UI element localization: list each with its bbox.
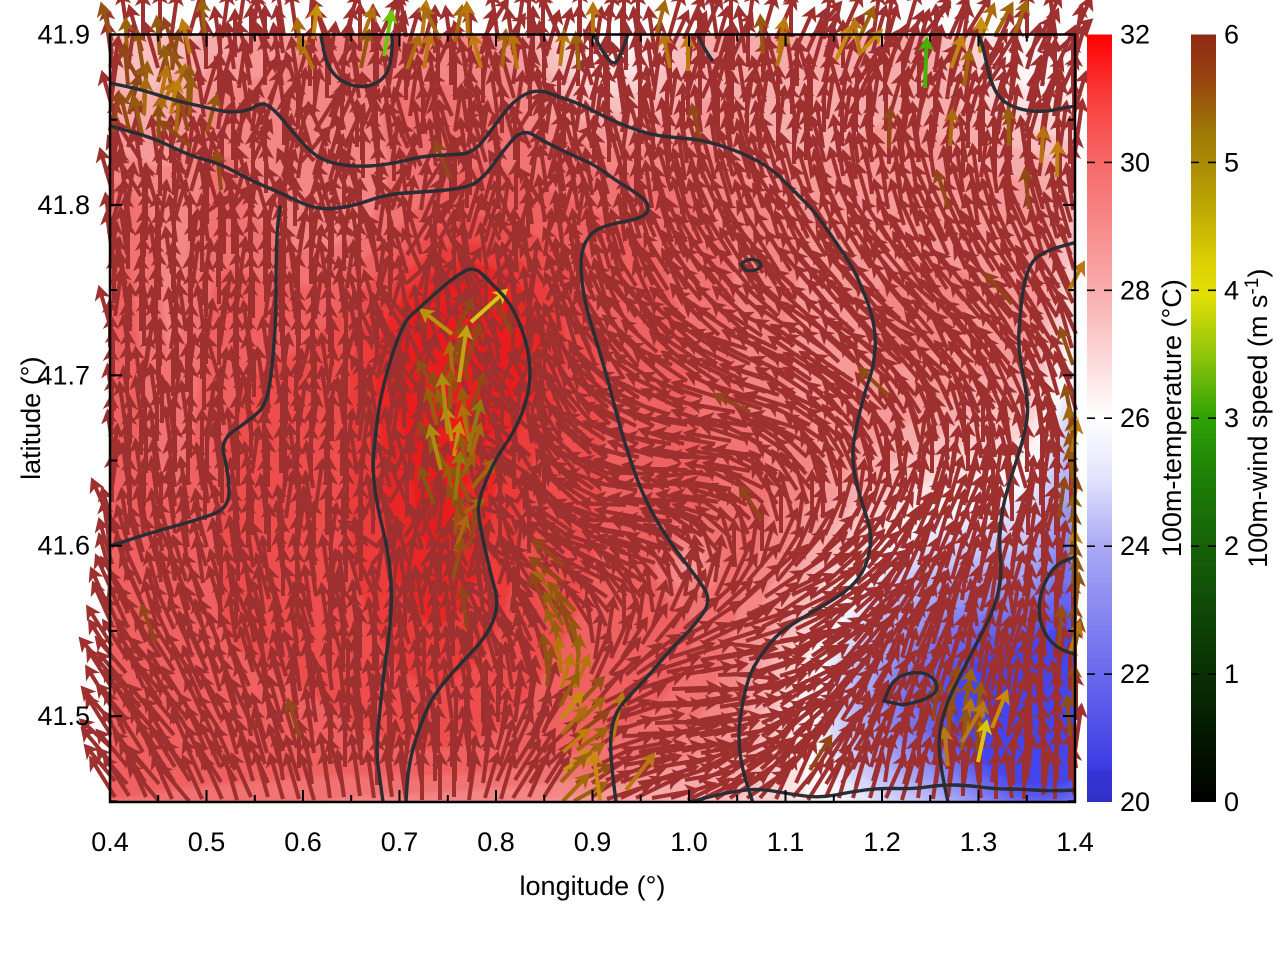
svg-text:0.8: 0.8 — [477, 827, 515, 857]
svg-text:0: 0 — [1224, 787, 1239, 817]
svg-text:3: 3 — [1224, 403, 1239, 433]
svg-text:0.9: 0.9 — [574, 827, 612, 857]
svg-text:1.3: 1.3 — [960, 827, 998, 857]
svg-text:1.1: 1.1 — [767, 827, 805, 857]
svg-text:41.6: 41.6 — [37, 531, 90, 561]
svg-text:26: 26 — [1120, 403, 1150, 433]
svg-text:41.8: 41.8 — [37, 190, 90, 220]
svg-text:24: 24 — [1120, 531, 1150, 561]
svg-text:0.6: 0.6 — [284, 827, 322, 857]
svg-text:30: 30 — [1120, 147, 1150, 177]
svg-text:1: 1 — [1224, 659, 1239, 689]
svg-text:0.4: 0.4 — [91, 827, 129, 857]
svg-text:28: 28 — [1120, 275, 1150, 305]
svg-text:4: 4 — [1224, 275, 1239, 305]
svg-text:longitude (°): longitude (°) — [520, 871, 666, 901]
svg-text:6: 6 — [1224, 20, 1239, 50]
svg-text:32: 32 — [1120, 20, 1150, 50]
svg-text:1.2: 1.2 — [863, 827, 901, 857]
svg-text:0.7: 0.7 — [381, 827, 419, 857]
svg-text:41.7: 41.7 — [37, 360, 90, 390]
svg-text:100m-wind speed (m s-1): 100m-wind speed (m s-1) — [1242, 269, 1273, 568]
svg-text:5: 5 — [1224, 147, 1239, 177]
svg-text:41.5: 41.5 — [37, 701, 90, 731]
svg-text:100m-temperature (°C): 100m-temperature (°C) — [1157, 279, 1187, 557]
svg-text:1.0: 1.0 — [670, 827, 708, 857]
svg-text:1.4: 1.4 — [1056, 827, 1094, 857]
svg-text:0.5: 0.5 — [188, 827, 226, 857]
svg-text:41.9: 41.9 — [37, 20, 90, 50]
svg-text:latitude (°): latitude (°) — [16, 357, 46, 480]
svg-text:22: 22 — [1120, 659, 1150, 689]
svg-text:2: 2 — [1224, 531, 1239, 561]
svg-text:20: 20 — [1120, 787, 1150, 817]
